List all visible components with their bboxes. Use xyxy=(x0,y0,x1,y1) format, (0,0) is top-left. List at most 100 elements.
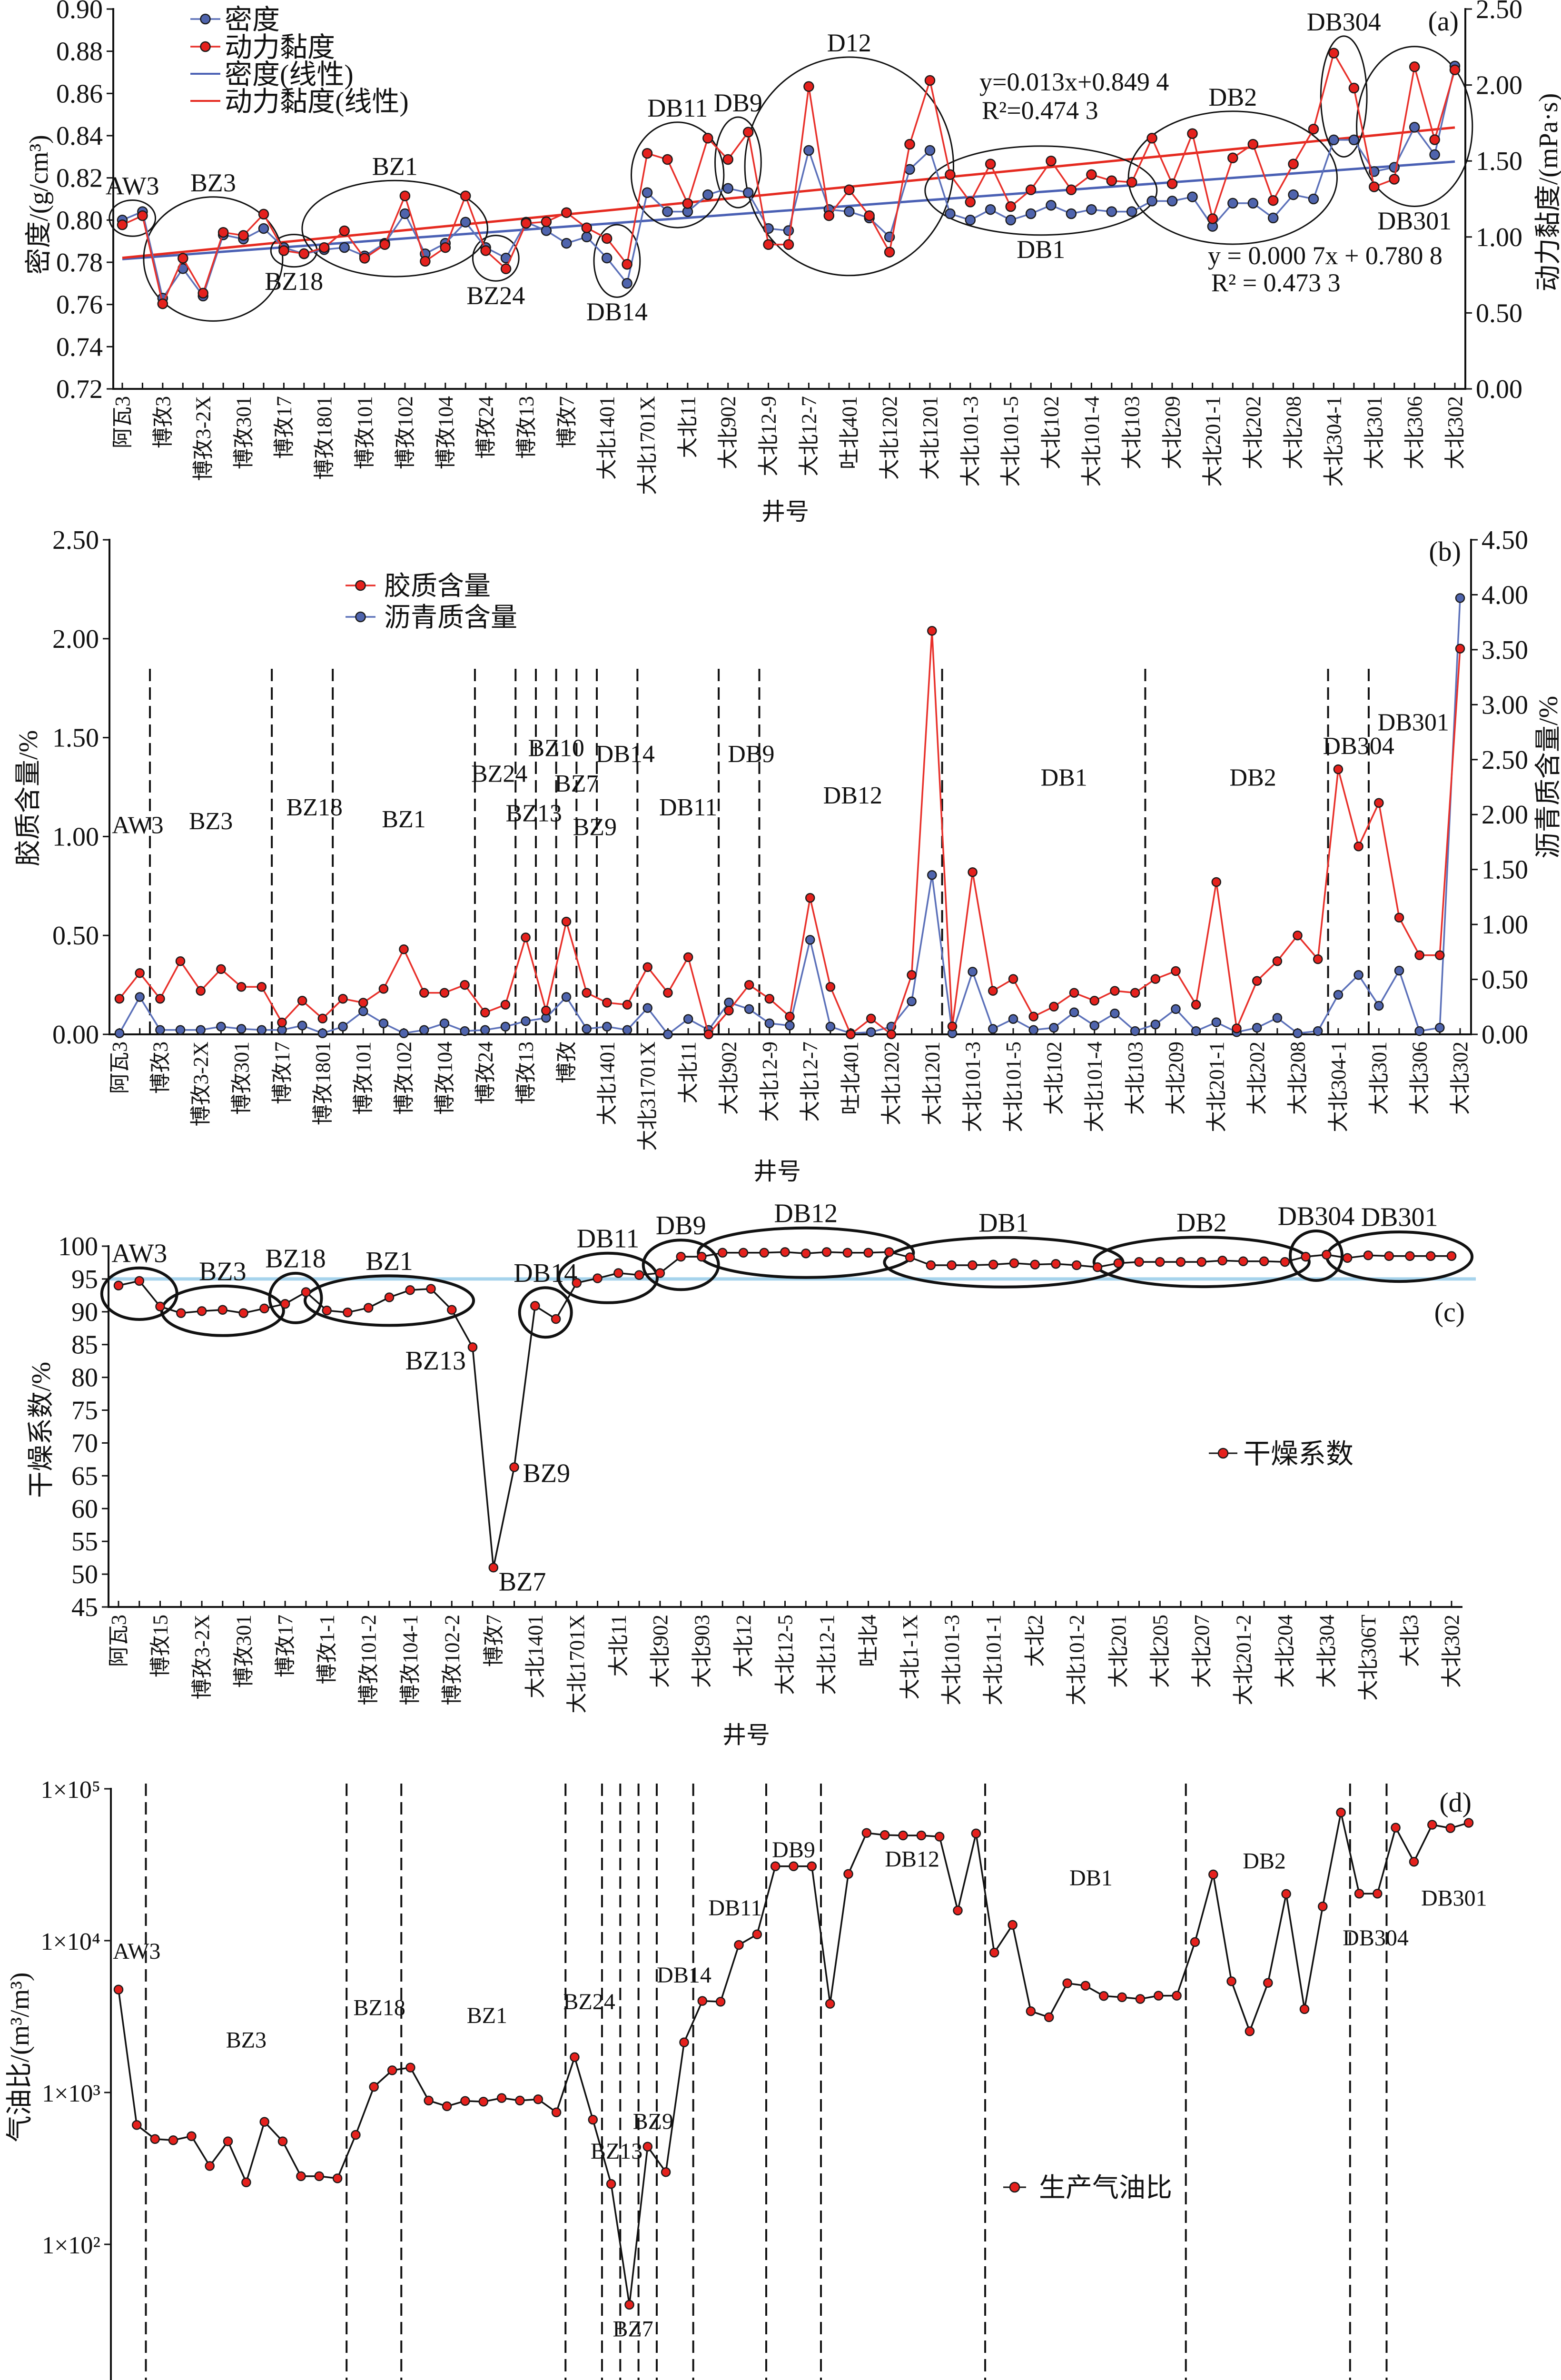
x-tick-label: 大北102 xyxy=(1042,1041,1066,1115)
group-ellipse xyxy=(714,116,762,208)
data-point xyxy=(369,2082,379,2092)
y-tick-label-right: 0.00 xyxy=(1482,1020,1528,1050)
legend-label: 胶质含量 xyxy=(384,572,491,601)
data-point xyxy=(1044,2012,1054,2023)
data-point xyxy=(1272,1013,1283,1023)
data-point xyxy=(1155,1257,1165,1267)
data-point xyxy=(176,1308,186,1318)
data-point xyxy=(1106,175,1117,186)
data-point xyxy=(175,956,186,966)
data-point xyxy=(1414,950,1424,961)
y-tick-label-left: 55 xyxy=(71,1527,98,1557)
data-point xyxy=(1348,82,1360,94)
data-point xyxy=(697,1996,708,2006)
data-point xyxy=(588,2114,598,2125)
group-label: AW3 xyxy=(106,172,159,200)
y-tick-label-left: 90 xyxy=(71,1298,98,1327)
data-point xyxy=(351,2130,361,2140)
data-point xyxy=(1247,139,1259,150)
data-point xyxy=(927,625,937,636)
y-tick-label-left: 2.00 xyxy=(52,625,99,654)
data-point xyxy=(965,215,976,226)
data-point xyxy=(1208,1869,1218,1880)
data-point xyxy=(968,1260,978,1270)
data-point xyxy=(175,1025,186,1035)
data-point xyxy=(1232,1023,1242,1033)
data-point xyxy=(1049,1022,1059,1033)
x-tick-label: 阿瓦3 xyxy=(108,1041,131,1094)
x-tick-label: 大北102 xyxy=(1040,396,1063,469)
data-point xyxy=(117,219,128,230)
x-tick-label: 大北201 xyxy=(1107,1615,1130,1688)
x-tick-label: 大北202 xyxy=(1245,1041,1269,1115)
data-point xyxy=(277,1017,287,1028)
x-tick-label: 大北301 xyxy=(1363,396,1386,469)
data-point xyxy=(155,1301,165,1312)
data-point xyxy=(825,982,836,992)
y-tick-label-left: 0.74 xyxy=(56,332,103,362)
y-tick-label-left: 1.00 xyxy=(52,822,99,852)
data-point xyxy=(742,127,754,138)
group-label: DB1 xyxy=(1041,764,1087,792)
y-tick-label-left: 0.76 xyxy=(56,290,103,320)
x-tick-label: 大北12-7 xyxy=(797,396,820,476)
data-point xyxy=(985,159,996,169)
y-axis-title-left: 胶质含量/% xyxy=(14,730,43,866)
data-point xyxy=(622,259,632,270)
legend-marker-icon xyxy=(1009,2182,1020,2193)
data-point xyxy=(780,1247,790,1257)
data-point xyxy=(1281,1889,1291,1899)
x-tick-label: 博孜101 xyxy=(353,396,376,469)
data-point xyxy=(561,916,572,927)
data-point xyxy=(1328,134,1339,146)
x-tick-label: 大北208 xyxy=(1286,1041,1310,1115)
data-point xyxy=(339,242,350,253)
y-tick-label-right: 1.00 xyxy=(1482,910,1528,940)
data-point xyxy=(551,2107,562,2117)
data-point xyxy=(541,225,552,236)
group-label: DB304 xyxy=(1323,733,1394,760)
x-tick-label: 大北12-7 xyxy=(799,1041,822,1122)
data-point xyxy=(904,139,915,150)
group-label: AW3 xyxy=(112,812,163,839)
y-tick-label-right: 1.50 xyxy=(1482,855,1528,885)
data-point xyxy=(593,1273,603,1283)
data-point xyxy=(770,1861,780,1871)
data-point xyxy=(613,1268,623,1278)
data-point xyxy=(1069,988,1079,998)
data-point xyxy=(722,154,733,165)
group-ellipse xyxy=(631,121,725,228)
data-point xyxy=(488,1563,499,1573)
group-label: DB1 xyxy=(978,1208,1029,1238)
group-label: BZ1 xyxy=(467,2003,507,2028)
data-point xyxy=(683,1014,693,1024)
data-point xyxy=(277,2136,288,2146)
data-point xyxy=(844,184,855,196)
data-point xyxy=(661,2167,671,2177)
data-point xyxy=(317,1013,328,1024)
data-point xyxy=(785,1021,795,1031)
x-tick-label: 大北11 xyxy=(677,1041,700,1103)
data-point xyxy=(1191,1000,1201,1010)
data-point xyxy=(663,1029,673,1040)
data-point xyxy=(1409,1856,1419,1867)
data-point xyxy=(132,2120,142,2130)
x-tick-label: 博孜17 xyxy=(272,396,296,459)
data-point xyxy=(945,208,956,219)
group-ellipse xyxy=(1289,1230,1344,1282)
y-axis-title-left: 密度/(g/cm³) xyxy=(24,135,54,275)
group-ellipse xyxy=(924,145,1158,236)
data-point xyxy=(257,1025,267,1035)
data-point xyxy=(1066,184,1077,196)
y-axis-title-left: 干燥系数/% xyxy=(27,1362,56,1498)
group-label: DB301 xyxy=(1378,709,1449,736)
data-point xyxy=(197,1306,207,1316)
data-point xyxy=(1435,950,1445,961)
data-point xyxy=(844,206,855,217)
x-tick-label: 博孜102 xyxy=(394,396,417,469)
group-ellipse xyxy=(109,199,157,237)
data-point xyxy=(1062,1978,1072,1988)
x-tick-label: 大北1401 xyxy=(524,1615,547,1698)
data-point xyxy=(1187,191,1198,202)
group-label: DB2 xyxy=(1243,1849,1286,1874)
